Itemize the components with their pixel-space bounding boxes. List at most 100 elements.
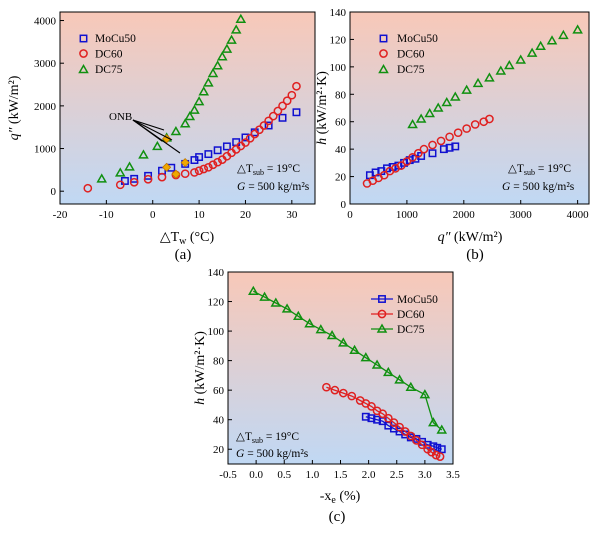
data-point-mocu50: [264, 121, 273, 130]
data-point-dc60: [208, 160, 218, 170]
data-point-dc75: [221, 43, 233, 53]
panel-b-legend: MoCu50 DC60 DC75: [378, 33, 438, 76]
panel-c-frame: [227, 271, 454, 465]
x-tick-label: 4000: [567, 209, 590, 221]
data-point-dc60: [322, 382, 331, 392]
data-point-dc60: [194, 166, 204, 176]
data-point-dc60: [180, 169, 190, 179]
data-point-dc75: [235, 13, 247, 24]
y-tick-label: 0: [51, 186, 57, 198]
legend-label-mocu50: MoCu50: [95, 33, 136, 45]
y-tick-label: 2000: [34, 101, 57, 113]
onb-annotation: ONB: [109, 111, 181, 154]
data-point-mocu50: [130, 174, 139, 183]
panel-c-data-marks: [248, 285, 448, 461]
data-point-dc60: [462, 124, 472, 133]
x-tick-label: 0.5: [277, 469, 291, 481]
data-point-dc75: [449, 91, 461, 101]
data-point-dc75: [184, 111, 196, 121]
data-point-dc75: [436, 424, 448, 434]
data-point-dc75: [371, 359, 383, 369]
x-tick-label: 1.5: [334, 469, 348, 481]
data-point-dc60: [435, 452, 445, 461]
data-point-dc75: [259, 291, 270, 301]
panel-c-plot-background: [228, 272, 453, 464]
data-point-mocu50: [361, 412, 370, 421]
panel-b-x-tick-labels: 0 1000 2000 3000 4000: [347, 209, 589, 221]
data-point-dc75: [419, 389, 431, 399]
data-point-dc75: [338, 337, 349, 347]
data-point-dc75: [546, 35, 558, 45]
legend-symbol-dc60: [79, 49, 88, 58]
data-point-mocu50: [451, 142, 460, 151]
panel-a-data-marks: [83, 13, 301, 193]
onb-arrow-3: [132, 119, 181, 154]
data-point-dc60: [255, 125, 264, 135]
data-point-dc60: [278, 101, 287, 111]
data-point-dc60: [115, 180, 125, 190]
data-point-dc75: [198, 86, 210, 96]
panel-b-conditions: △Tsub = 19°C G = 500 kg/m²s: [502, 163, 575, 193]
data-point-dc60: [408, 153, 417, 162]
panel-c-y-tick-labels: 20 40 60 80 100 120 140: [208, 267, 225, 456]
panel-c-subcooling: △Tsub = 19°C: [236, 431, 299, 445]
data-point-dc75: [152, 140, 163, 151]
onb-arrow-4: [132, 119, 165, 131]
y-tick-label: 60: [335, 117, 347, 129]
panel-a-y-axis-label: q″ (kW/m²): [7, 75, 22, 140]
data-point-dc75: [394, 374, 405, 384]
panel-a-frame: [59, 11, 316, 205]
data-point-dc60: [367, 402, 376, 411]
data-point-dc75: [515, 54, 527, 64]
data-point-dc60: [396, 161, 406, 170]
panel-b-frame: [349, 11, 590, 205]
data-point-dc75: [270, 297, 282, 307]
data-point-dc60: [245, 133, 255, 143]
data-point-mocu50: [278, 113, 287, 122]
y-tick-label: 4000: [34, 16, 57, 28]
legend-symbol-mocu50: [379, 34, 388, 43]
data-point-dc60: [190, 168, 199, 177]
data-point-dc60: [347, 391, 357, 401]
data-point-mocu50: [423, 440, 432, 449]
data-point-dc60: [143, 174, 153, 184]
x-tick-label: -0.5: [219, 469, 237, 481]
data-point-dc60: [428, 140, 437, 150]
data-point-dc60: [83, 183, 93, 193]
data-point-dc75: [281, 303, 293, 313]
data-point-mocu50: [144, 171, 153, 180]
data-point-dc75: [293, 310, 304, 321]
x-tick-label: 0: [150, 209, 156, 221]
y-tick-label: 80: [335, 89, 347, 101]
data-point-dc60: [157, 172, 167, 182]
x-tick-label: 1.0: [306, 469, 320, 481]
x-tick-label: 2000: [453, 209, 476, 221]
data-point-dc75: [230, 24, 242, 34]
panel-c-y-axis-label: h (kW/m²·K): [193, 331, 208, 405]
panel-a: -20 -10 0 10 20 30 0 1000 2000 3000 4000 ONB MoCu…: [7, 11, 316, 263]
data-point-dc75: [189, 104, 200, 114]
x-tick-label: 2.5: [390, 469, 404, 481]
data-point-mocu50: [428, 149, 437, 158]
data-point-dc60: [402, 157, 412, 166]
data-point-dc75: [526, 47, 538, 57]
data-point-dc75: [170, 125, 182, 136]
panel-a-conditions: △Tsub = 19°C G = 500 kg/m²s: [237, 163, 310, 193]
data-point-dc75: [424, 107, 435, 118]
x-tick-label: 30: [286, 209, 298, 221]
data-point-dc75: [226, 34, 237, 44]
legend-label-dc60: DC60: [397, 49, 425, 61]
onb-arrow-1: [132, 119, 173, 141]
data-point-onb: [162, 162, 172, 172]
data-point-dc75: [495, 65, 507, 75]
data-point-dc60: [199, 164, 209, 174]
data-point-dc60: [419, 144, 429, 154]
legend-label-mocu50: MoCu50: [397, 33, 438, 45]
x-tick-label: 2.0: [362, 469, 376, 481]
data-point-dc60: [413, 148, 423, 158]
data-point-dc75: [212, 60, 223, 70]
data-point-dc60: [264, 116, 273, 126]
data-point-onb: [171, 169, 181, 179]
data-point-dc60: [400, 427, 410, 436]
